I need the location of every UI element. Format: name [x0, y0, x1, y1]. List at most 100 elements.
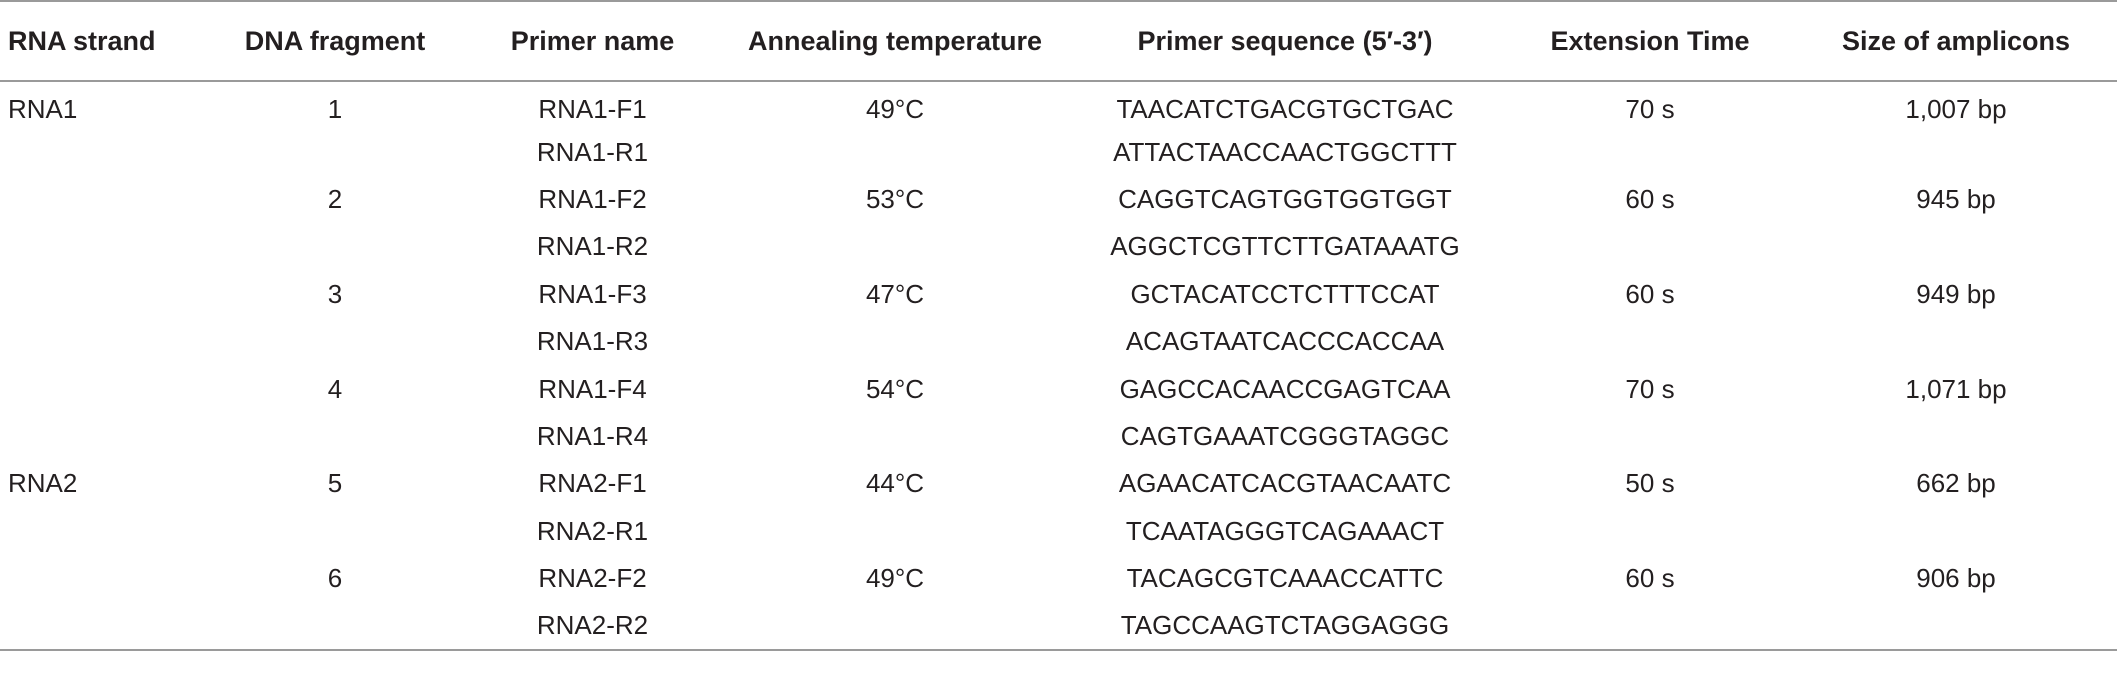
- cell-rna-strand: [0, 413, 210, 460]
- cell-primer-sequence: TAACATCTGACGTGCTGAC: [1116, 93, 1454, 124]
- cell-dna-fragment: [210, 602, 460, 651]
- cell-primer-sequence: GCTACATCCTCTTTCCAT: [1130, 278, 1440, 309]
- cell-primer-sequence: GAGCCACAACCGAGTCAA: [1119, 373, 1451, 404]
- cell-extension-time: [1505, 223, 1795, 270]
- cell-primer-name: RNA2-R1: [536, 515, 649, 546]
- table-row: RNA2-R2 TAGCCAAGTCTAGGAGGG: [0, 602, 2117, 651]
- table-row: RNA1 1 RNA1-F1 49°C TAACATCTGACGTGCTGAC …: [0, 81, 2117, 128]
- cell-primer-name: RNA1-F1: [538, 93, 647, 124]
- cell-extension-time: 70 s: [1625, 93, 1675, 124]
- cell-annealing-temperature: 54°C: [865, 373, 925, 404]
- table-row: RNA1-R3 ACAGTAATCACCCACCAA: [0, 318, 2117, 365]
- cell-primer-name: RNA2-R2: [460, 602, 725, 651]
- cell-annealing-temperature: [725, 318, 1065, 365]
- column-header-annealing-temperature: Annealing temperature: [725, 0, 1065, 82]
- cell-primer-name: RNA2-F2: [538, 563, 647, 594]
- cell-annealing-temperature: 53°C: [865, 183, 925, 214]
- cell-amplicon-size: [1795, 128, 2117, 175]
- cell-dna-fragment: 3: [327, 278, 343, 309]
- cell-rna-strand: [0, 176, 210, 223]
- cell-extension-time: [1505, 602, 1795, 651]
- cell-dna-fragment: [210, 128, 460, 175]
- cell-primer-name: RNA2-F1: [538, 468, 647, 499]
- cell-amplicon-size: [1795, 413, 2117, 460]
- table-row: 3 RNA1-F3 47°C GCTACATCCTCTTTCCAT 60 s 9…: [0, 271, 2117, 318]
- cell-annealing-temperature: [725, 602, 1065, 651]
- cell-amplicon-size: 949 bp: [1916, 278, 1996, 309]
- cell-dna-fragment: [210, 508, 460, 555]
- cell-annealing-temperature: 44°C: [865, 468, 925, 499]
- cell-annealing-temperature: 47°C: [865, 278, 925, 309]
- table-body: RNA1 1 RNA1-F1 49°C TAACATCTGACGTGCTGAC …: [0, 81, 2117, 651]
- cell-rna-strand: [0, 365, 210, 412]
- cell-amplicon-size: [1795, 602, 2117, 651]
- column-header-primer-name: Primer name: [460, 0, 725, 82]
- cell-primer-sequence: AGGCTCGTTCTTGATAAATG: [1110, 231, 1460, 262]
- cell-primer-name: RNA1-R1: [536, 136, 649, 167]
- primer-table: RNA strand DNA fragment Primer name Anne…: [0, 0, 2117, 651]
- cell-primer-sequence: ACAGTAATCACCCACCAA: [1125, 326, 1445, 357]
- cell-dna-fragment: 4: [327, 373, 343, 404]
- table-row: RNA1-R2 AGGCTCGTTCTTGATAAATG: [0, 223, 2117, 270]
- table-row: RNA2-R1 TCAATAGGGTCAGAAACT: [0, 508, 2117, 555]
- cell-dna-fragment: 2: [327, 183, 343, 214]
- cell-dna-fragment: [210, 318, 460, 365]
- table-row: RNA2 5 RNA2-F1 44°C AGAACATCACGTAACAATC …: [0, 460, 2117, 507]
- cell-dna-fragment: 6: [327, 563, 343, 594]
- cell-rna-strand: [0, 318, 210, 365]
- cell-rna-strand: RNA2: [8, 468, 78, 499]
- cell-primer-sequence: TACAGCGTCAAACCATTC: [1126, 563, 1444, 594]
- table-header: RNA strand DNA fragment Primer name Anne…: [0, 0, 2117, 82]
- cell-annealing-temperature: 49°C: [865, 93, 925, 124]
- cell-annealing-temperature: [725, 413, 1065, 460]
- table-row: 4 RNA1-F4 54°C GAGCCACAACCGAGTCAA 70 s 1…: [0, 365, 2117, 412]
- cell-annealing-temperature: [725, 128, 1065, 175]
- cell-primer-sequence: ATTACTAACCAACTGGCTTT: [1113, 136, 1457, 167]
- cell-amplicon-size: [1795, 318, 2117, 365]
- cell-primer-sequence: CAGTGAAATCGGGTAGGC: [1120, 420, 1450, 451]
- cell-amplicon-size: [1795, 223, 2117, 270]
- cell-primer-sequence: CAGGTCAGTGGTGGTGGT: [1118, 183, 1452, 214]
- cell-primer-name: RNA1-R3: [536, 326, 649, 357]
- table-row: RNA1-R4 CAGTGAAATCGGGTAGGC: [0, 413, 2117, 460]
- cell-amplicon-size: 945 bp: [1916, 183, 1996, 214]
- cell-dna-fragment: [210, 223, 460, 270]
- cell-rna-strand: RNA1: [8, 93, 78, 124]
- cell-dna-fragment: [210, 413, 460, 460]
- cell-rna-strand: [0, 555, 210, 602]
- cell-annealing-temperature: 49°C: [865, 563, 925, 594]
- cell-rna-strand: [0, 128, 210, 175]
- cell-primer-sequence: TAGCCAAGTCTAGGAGGG: [1065, 602, 1505, 651]
- cell-extension-time: 50 s: [1625, 468, 1675, 499]
- cell-extension-time: [1505, 318, 1795, 365]
- table-row: 2 RNA1-F2 53°C CAGGTCAGTGGTGGTGGT 60 s 9…: [0, 176, 2117, 223]
- cell-rna-strand: [0, 271, 210, 318]
- cell-extension-time: [1505, 413, 1795, 460]
- cell-rna-strand: [0, 223, 210, 270]
- table-row: RNA1-R1 ATTACTAACCAACTGGCTTT: [0, 128, 2117, 175]
- cell-amplicon-size: [1795, 508, 2117, 555]
- cell-extension-time: 60 s: [1625, 563, 1675, 594]
- column-header-extension-time: Extension Time: [1505, 0, 1795, 82]
- cell-rna-strand: [0, 602, 210, 651]
- cell-extension-time: 60 s: [1625, 278, 1675, 309]
- cell-primer-name: RNA1-F2: [538, 183, 647, 214]
- cell-primer-sequence: AGAACATCACGTAACAATC: [1118, 468, 1452, 499]
- cell-annealing-temperature: [725, 223, 1065, 270]
- cell-amplicon-size: 662 bp: [1916, 468, 1996, 499]
- column-header-size-of-amplicons: Size of amplicons: [1795, 0, 2117, 82]
- cell-extension-time: 60 s: [1625, 183, 1675, 214]
- cell-amplicon-size: 906 bp: [1916, 563, 1996, 594]
- cell-dna-fragment: 1: [327, 93, 343, 124]
- cell-amplicon-size: 1,071 bp: [1905, 373, 2007, 404]
- table-row: 6 RNA2-F2 49°C TACAGCGTCAAACCATTC 60 s 9…: [0, 555, 2117, 602]
- column-header-rna-strand: RNA strand: [0, 0, 210, 82]
- cell-primer-sequence: TCAATAGGGTCAGAAACT: [1125, 515, 1445, 546]
- cell-primer-name: RNA1-F4: [538, 373, 647, 404]
- cell-annealing-temperature: [725, 508, 1065, 555]
- cell-dna-fragment: 5: [327, 468, 343, 499]
- cell-extension-time: [1505, 128, 1795, 175]
- cell-primer-name: RNA1-F3: [538, 278, 647, 309]
- cell-extension-time: [1505, 508, 1795, 555]
